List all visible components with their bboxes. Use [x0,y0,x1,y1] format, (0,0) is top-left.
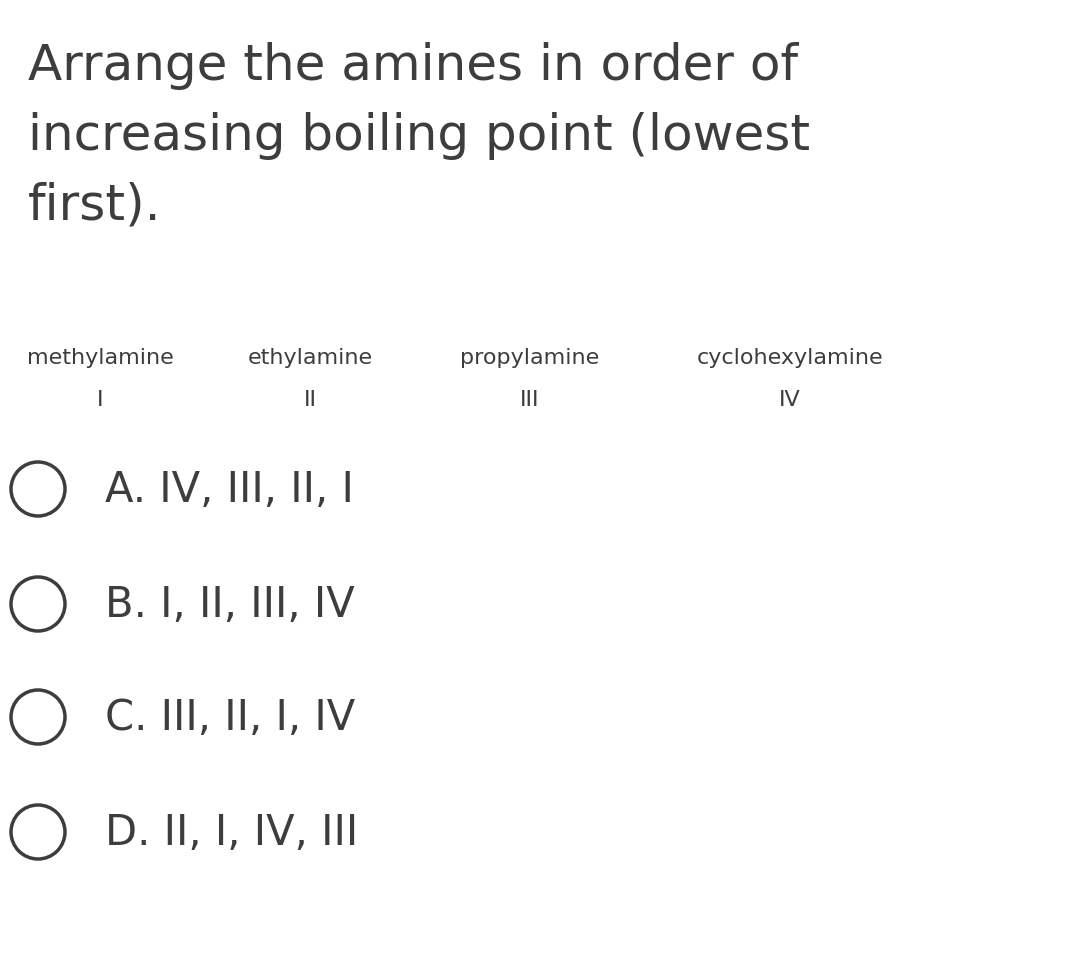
Text: increasing boiling point (lowest: increasing boiling point (lowest [28,111,810,160]
Text: ethylamine: ethylamine [247,348,373,367]
Text: IV: IV [779,390,801,410]
Text: C. III, II, I, IV: C. III, II, I, IV [105,697,355,738]
Text: first).: first). [28,182,162,230]
Text: II: II [303,390,316,410]
Text: Arrange the amines in order of: Arrange the amines in order of [28,42,798,90]
Text: III: III [521,390,540,410]
Text: I: I [97,390,104,410]
Text: B. I, II, III, IV: B. I, II, III, IV [105,583,354,625]
Text: methylamine: methylamine [27,348,174,367]
Text: D. II, I, IV, III: D. II, I, IV, III [105,811,359,853]
Text: propylamine: propylamine [460,348,599,367]
Text: A. IV, III, II, I: A. IV, III, II, I [105,469,354,511]
Text: cyclohexylamine: cyclohexylamine [697,348,883,367]
